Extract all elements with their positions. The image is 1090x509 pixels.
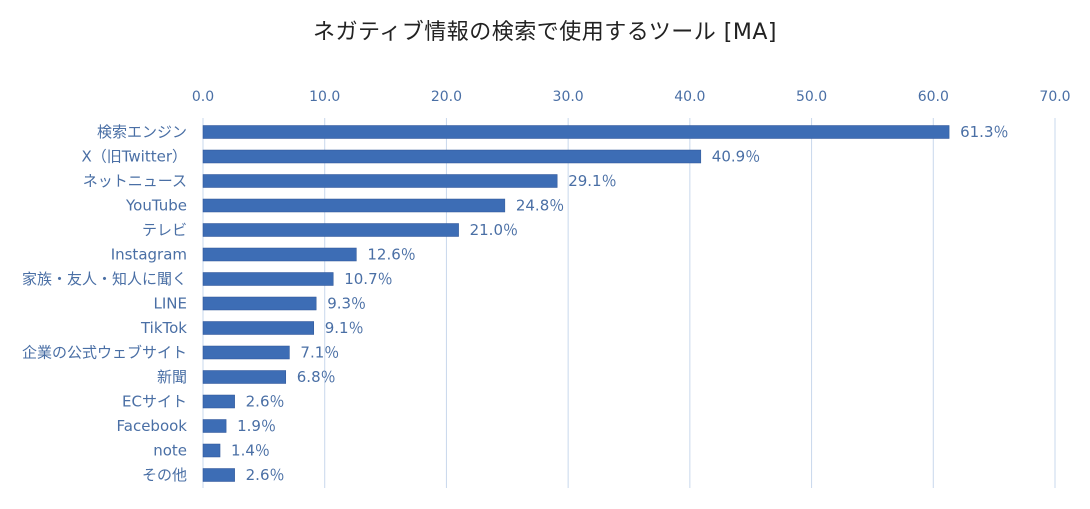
category-label: 企業の公式ウェブサイト [22, 344, 187, 362]
x-tick-label: 60.0 [918, 89, 949, 105]
data-label: 40.9％ [712, 148, 760, 166]
x-tick-label: 30.0 [553, 89, 584, 105]
category-label: X（旧Twitter） [81, 148, 187, 166]
bar [202, 272, 334, 286]
data-labels: 61.3％ 40.9％ 29.1％24.8％ 21.0％ 12.6％ 10.7％ 9.3％ 9… [231, 123, 1008, 484]
bar [202, 198, 506, 213]
category-label: ECサイト [122, 393, 187, 411]
category-label: 検索エンジン [97, 123, 187, 141]
x-tick-label: 40.0 [674, 89, 705, 105]
bar [202, 223, 459, 237]
bar [202, 443, 221, 458]
data-label: 1.9％ [237, 417, 276, 435]
chart-title: ネガティブ情報の検索で使用するツール [MA] [313, 20, 777, 45]
x-tick-label: 70.0 [1039, 89, 1070, 105]
x-tick-label: 0.0 [192, 89, 214, 105]
bars [202, 125, 950, 482]
data-label: 2.6％ [246, 466, 285, 484]
category-label: 家族・友人・知人に聞く [22, 270, 187, 288]
category-label: LINE [154, 295, 187, 313]
bar [202, 394, 235, 409]
bar [202, 247, 357, 262]
data-label: 7.1％ [300, 344, 339, 362]
bar [202, 321, 315, 335]
category-label: その他 [142, 466, 187, 484]
category-label: YouTube [125, 197, 187, 215]
x-tick-label: 10.0 [309, 89, 340, 105]
bar [202, 345, 290, 360]
data-label: 9.3％ [327, 295, 366, 313]
category-label: 新聞 [157, 368, 187, 386]
data-label: 29.1％ [568, 172, 616, 190]
data-label: 2.6％ [246, 393, 285, 411]
bar [202, 370, 287, 384]
bar [202, 174, 558, 188]
x-tick-label: 50.0 [796, 89, 827, 105]
bar [202, 125, 950, 139]
category-label: ネットニュース [83, 172, 187, 190]
category-label: Facebook [117, 417, 188, 435]
bar [202, 149, 702, 164]
category-label: note [153, 442, 187, 460]
data-label: 12.6％ [367, 246, 415, 264]
category-label: テレビ [142, 221, 187, 239]
data-label: 10.7％ [344, 270, 392, 288]
category-labels: 検索エンジン X（旧Twitter） ネットニュース YouTube テレビ Instag… [22, 123, 187, 484]
bar [202, 468, 235, 482]
data-label: 6.8％ [297, 368, 336, 386]
x-axis-ticks: 0.0 10.0 20.0 30.0 40.0 50.0 60.0 70.0 [192, 89, 1071, 105]
data-label: 24.8％ [516, 197, 564, 215]
data-label: 1.4％ [231, 442, 270, 460]
bar [202, 296, 317, 311]
bar [202, 419, 227, 433]
category-label: TikTok [140, 319, 187, 337]
data-label: 21.0％ [470, 221, 518, 239]
category-label: Instagram [111, 246, 187, 264]
data-label: 9.1％ [325, 319, 364, 337]
x-tick-label: 20.0 [431, 89, 462, 105]
data-label: 61.3％ [960, 123, 1008, 141]
